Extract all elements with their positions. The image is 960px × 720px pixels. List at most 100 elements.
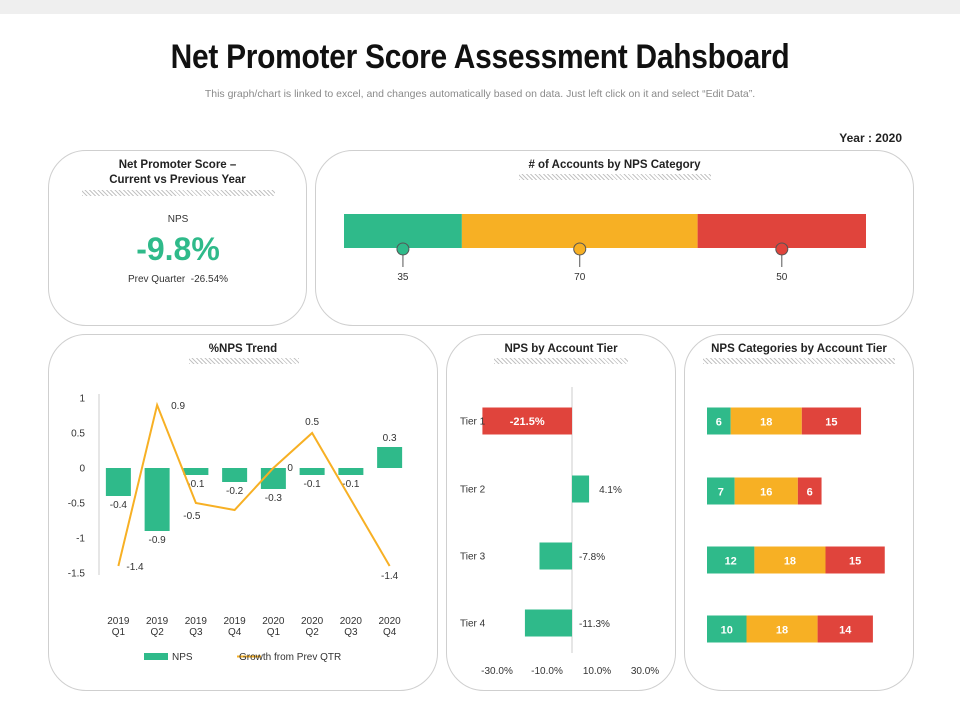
prev-quarter-value: -26.54% [190, 274, 229, 285]
title-underline [703, 358, 895, 364]
trend-x-tick-quarter: Q3 [189, 627, 203, 638]
nps-label: NPS [167, 214, 189, 225]
category-tier-segment [801, 407, 862, 435]
trend-bar-label: -0.3 [265, 493, 283, 504]
trend-x-tick-year: 2020 [301, 616, 324, 627]
categories-tier-chart: 6 18 15 7 16 6 12 18 15 10 18 14 [707, 407, 885, 643]
trend-x-tick-year: 2019 [185, 616, 208, 627]
accounts-marker-dot [396, 242, 410, 256]
category-tier-segment [707, 477, 735, 505]
category-tier-segment [746, 615, 818, 643]
trend-x-tick-quarter: Q3 [344, 627, 358, 638]
trend-nps-bar [183, 468, 209, 475]
trend-bar-label: -0.9 [149, 535, 167, 546]
category-tier-value: 16 [760, 487, 772, 499]
category-tier-value: 7 [718, 487, 724, 499]
trend-y-tick-label: -1 [76, 534, 85, 545]
category-tier-segment [734, 477, 798, 505]
accounts-chart-title: # of Accounts by NPS Category [528, 159, 701, 171]
trend-nps-bar [105, 468, 131, 496]
trend-x-tick-year: 2020 [340, 616, 363, 627]
legend-nps-label: NPS [172, 652, 193, 663]
trend-x-tick-quarter: Q4 [383, 627, 397, 638]
tier-chart-title: NPS by Account Tier [504, 343, 618, 355]
accounts-value-label: 35 [397, 272, 409, 283]
category-tier-value: 12 [725, 556, 737, 568]
trend-x-tick-year: 2020 [262, 616, 285, 627]
trend-bar-label: -0.4 [110, 500, 128, 511]
trend-growth-label: 0.9 [171, 401, 185, 412]
trend-panel: %NPS Trend 1 0.5 0 -0.5 -1 -1.5 -0.4 -0.9 -0.1 -0… [48, 334, 438, 691]
score-title-line1: Net Promoter Score – [118, 159, 237, 171]
accounts-segment [344, 214, 462, 248]
accounts-value-label: 50 [776, 272, 788, 283]
category-tier-value: 14 [839, 625, 852, 637]
trend-x-tick-quarter: Q2 [305, 627, 319, 638]
accounts-panel: # of Accounts by NPS Category 35 70 50 [315, 150, 914, 326]
legend-growth-label: Growth from Prev QTR [239, 652, 341, 663]
prev-quarter-label: Prev Quarter [127, 274, 186, 285]
trend-growth-label: -1.4 [381, 571, 399, 582]
tier-category-label: Tier 3 [460, 552, 486, 563]
category-tier-segment [817, 615, 873, 643]
accounts-segment [697, 214, 866, 248]
tier-value-label: -11.3% [579, 619, 610, 630]
accounts-chart: 35 70 50 [344, 214, 866, 283]
accounts-marker-dot [573, 242, 587, 256]
tier-value-label: -21.5% [510, 416, 545, 428]
trend-nps-bar [377, 447, 403, 468]
trend-x-tick-quarter: Q1 [112, 627, 126, 638]
trend-x-tick-quarter: Q2 [150, 627, 164, 638]
trend-bar-label: -0.1 [342, 479, 360, 490]
trend-x-tick-year: 2019 [224, 616, 247, 627]
trend-bar-label: -0.1 [304, 479, 322, 490]
trend-x-tick-year: 2020 [379, 616, 402, 627]
categories-tier-panel: NPS Categories by Account Tier 6 18 15 7 16 6… [684, 334, 914, 691]
category-tier-segment [754, 546, 826, 574]
accounts-segment [461, 214, 698, 248]
category-tier-value: 18 [784, 556, 796, 568]
trend-x-tick-year: 2019 [146, 616, 169, 627]
tier-category-label: Tier 4 [460, 619, 486, 630]
title-underline [494, 358, 628, 364]
score-title-line2: Current vs Previous Year [109, 174, 246, 186]
trend-bar-label: 0.3 [383, 433, 397, 444]
legend-nps-swatch [144, 653, 168, 660]
prev-quarter-row: Prev Quarter -26.54% [49, 274, 307, 285]
tier-chart: Tier 1 -21.5% Tier 2 4.1% Tier 3 -7.8% Tier 4 -… [460, 387, 659, 677]
category-tier-segment [707, 615, 747, 643]
category-tier-value: 6 [807, 487, 813, 499]
tier-x-tick-label: -10.0% [531, 666, 563, 677]
tier-value-label: -7.8% [579, 552, 605, 563]
trend-x-tick-quarter: Q1 [267, 627, 281, 638]
tier-bar [482, 407, 572, 435]
trend-chart-title: %NPS Trend [208, 343, 278, 355]
trend-y-tick-label: 0.5 [71, 429, 85, 440]
trend-chart: 1 0.5 0 -0.5 -1 -1.5 -0.4 -0.9 -0.1 -0.2 -0.3 -0.1 -… [68, 394, 403, 663]
trend-growth-label: 0.5 [305, 417, 319, 428]
category-tier-value: 18 [776, 625, 788, 637]
title-underline [519, 174, 711, 180]
category-tier-value: 15 [825, 417, 837, 429]
trend-growth-label: -0.5 [183, 511, 201, 522]
category-tier-value: 15 [849, 556, 861, 568]
accounts-marker-dot [775, 242, 789, 256]
categories-tier-chart-title: NPS Categories by Account Tier [711, 343, 887, 355]
trend-bar-label: -0.2 [226, 486, 244, 497]
tier-panel: NPS by Account Tier Tier 1 -21.5% Tier 2 4.… [446, 334, 676, 691]
category-tier-segment [707, 407, 731, 435]
category-tier-value: 6 [716, 417, 722, 429]
category-tier-segment [730, 407, 802, 435]
tier-x-tick-label: 10.0% [583, 666, 611, 677]
trend-y-tick-label: 0 [79, 464, 85, 475]
category-tier-segment [825, 546, 885, 574]
trend-nps-bar [299, 468, 325, 475]
tier-bar [539, 542, 572, 570]
trend-nps-bar [260, 468, 286, 489]
trend-nps-bar [338, 468, 364, 475]
title-underline [82, 190, 275, 196]
trend-x-tick-quarter: Q4 [228, 627, 242, 638]
trend-nps-bar [222, 468, 248, 482]
tier-category-label: Tier 2 [460, 485, 486, 496]
trend-y-tick-label: -0.5 [68, 499, 86, 510]
